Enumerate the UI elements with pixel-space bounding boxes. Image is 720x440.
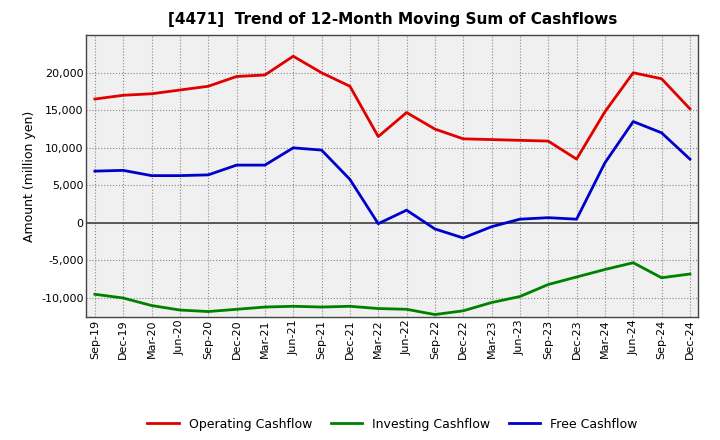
- Free Cashflow: [289, 145, 297, 150]
- Operating Cashflow: [629, 70, 637, 75]
- Operating Cashflow: [657, 76, 666, 81]
- Free Cashflow: [119, 168, 127, 173]
- Free Cashflow: [685, 157, 694, 162]
- Operating Cashflow: [516, 138, 524, 143]
- Line: Investing Cashflow: Investing Cashflow: [95, 263, 690, 315]
- Investing Cashflow: [318, 304, 326, 310]
- Operating Cashflow: [600, 109, 609, 114]
- Free Cashflow: [657, 130, 666, 136]
- Investing Cashflow: [431, 312, 439, 317]
- Operating Cashflow: [148, 91, 156, 96]
- Investing Cashflow: [346, 304, 354, 309]
- Operating Cashflow: [119, 93, 127, 98]
- Free Cashflow: [516, 216, 524, 222]
- Operating Cashflow: [176, 88, 184, 93]
- Investing Cashflow: [629, 260, 637, 265]
- Free Cashflow: [148, 173, 156, 178]
- Line: Operating Cashflow: Operating Cashflow: [95, 56, 690, 159]
- Investing Cashflow: [487, 300, 496, 305]
- Free Cashflow: [572, 216, 581, 222]
- Free Cashflow: [374, 221, 382, 226]
- Free Cashflow: [431, 226, 439, 231]
- Investing Cashflow: [600, 267, 609, 272]
- Operating Cashflow: [346, 84, 354, 89]
- Free Cashflow: [176, 173, 184, 178]
- Investing Cashflow: [204, 309, 212, 314]
- Investing Cashflow: [119, 295, 127, 301]
- Free Cashflow: [233, 162, 241, 168]
- Investing Cashflow: [685, 271, 694, 277]
- Investing Cashflow: [148, 303, 156, 308]
- Operating Cashflow: [233, 74, 241, 79]
- Investing Cashflow: [516, 294, 524, 299]
- Investing Cashflow: [402, 307, 411, 312]
- Investing Cashflow: [233, 307, 241, 312]
- Investing Cashflow: [261, 304, 269, 310]
- Operating Cashflow: [91, 96, 99, 102]
- Investing Cashflow: [657, 275, 666, 280]
- Free Cashflow: [91, 169, 99, 174]
- Free Cashflow: [261, 162, 269, 168]
- Operating Cashflow: [685, 106, 694, 111]
- Y-axis label: Amount (million yen): Amount (million yen): [22, 110, 35, 242]
- Operating Cashflow: [204, 84, 212, 89]
- Operating Cashflow: [487, 137, 496, 142]
- Investing Cashflow: [572, 275, 581, 280]
- Investing Cashflow: [176, 308, 184, 313]
- Free Cashflow: [402, 208, 411, 213]
- Operating Cashflow: [289, 54, 297, 59]
- Legend: Operating Cashflow, Investing Cashflow, Free Cashflow: Operating Cashflow, Investing Cashflow, …: [143, 413, 642, 436]
- Free Cashflow: [600, 160, 609, 165]
- Line: Free Cashflow: Free Cashflow: [95, 121, 690, 238]
- Free Cashflow: [346, 177, 354, 182]
- Investing Cashflow: [544, 282, 552, 287]
- Investing Cashflow: [289, 304, 297, 309]
- Free Cashflow: [318, 147, 326, 153]
- Operating Cashflow: [374, 134, 382, 139]
- Operating Cashflow: [261, 72, 269, 77]
- Investing Cashflow: [91, 292, 99, 297]
- Operating Cashflow: [402, 110, 411, 115]
- Operating Cashflow: [318, 70, 326, 75]
- Free Cashflow: [544, 215, 552, 220]
- Investing Cashflow: [374, 306, 382, 311]
- Title: [4471]  Trend of 12-Month Moving Sum of Cashflows: [4471] Trend of 12-Month Moving Sum of C…: [168, 12, 617, 27]
- Investing Cashflow: [459, 308, 467, 313]
- Free Cashflow: [629, 119, 637, 124]
- Free Cashflow: [204, 172, 212, 177]
- Free Cashflow: [487, 224, 496, 229]
- Free Cashflow: [459, 235, 467, 241]
- Operating Cashflow: [431, 126, 439, 132]
- Operating Cashflow: [544, 139, 552, 144]
- Operating Cashflow: [572, 157, 581, 162]
- Operating Cashflow: [459, 136, 467, 142]
